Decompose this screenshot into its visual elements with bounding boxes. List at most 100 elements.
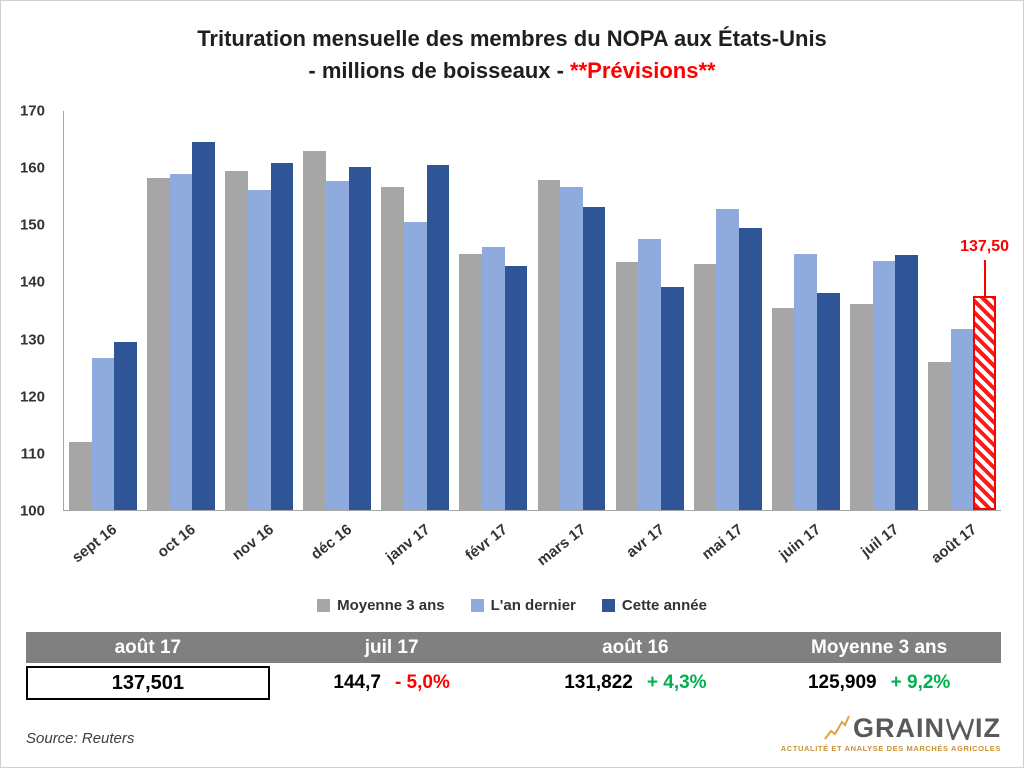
logo-text-iz: IZ (975, 713, 1001, 743)
bar-group (454, 111, 532, 510)
bar-cette-ann-e (426, 164, 450, 510)
bar-l-an-dernier (482, 246, 505, 510)
bar-group (142, 111, 220, 510)
x-axis-label: nov 16 (228, 521, 277, 564)
bar-l-an-dernier (716, 209, 739, 510)
bar-moyenne-3-ans (381, 187, 405, 510)
legend-swatch-icon (317, 599, 331, 612)
bar-l-an-dernier (325, 181, 349, 510)
x-label-cell: sept 16 (63, 513, 141, 593)
y-axis-label: 110 (20, 445, 45, 463)
header-cell-moyenne-3-ans: Moyenne 3 ans (811, 637, 948, 658)
legend-item: Moyenne 3 ans (317, 597, 445, 614)
bar-cette-ann-e (114, 342, 137, 510)
bar-moyenne-3-ans (771, 308, 795, 510)
grainwiz-logo: GRAIN IZ ACTUALITÉ ET ANALYSE DES MARCHÉ… (780, 713, 1001, 754)
x-axis-label: juil 17 (858, 521, 903, 561)
source-note: Source: Reuters (26, 730, 135, 747)
change-moyenne-3-ans: + 9,2% (890, 672, 951, 693)
bar-group (532, 111, 610, 510)
forecast-value-box: 137,501 (26, 666, 270, 700)
bar-cette-ann-e: 137,50 (960, 238, 1009, 510)
y-axis-label: 140 (19, 273, 45, 291)
x-axis-label: sept 16 (69, 521, 121, 567)
plot-area: 137,50 (63, 111, 1009, 511)
summary-table-header: août 17 juil 17 août 16 Moyenne 3 ans (26, 632, 1001, 663)
bar-moyenne-3-ans (303, 151, 326, 510)
x-axis-label: mars 17 (534, 521, 590, 570)
bar-group (845, 111, 923, 510)
legend-item: L'an dernier (470, 597, 576, 614)
x-label-cell: mai 17 (688, 513, 766, 593)
x-axis-label: juin 17 (776, 521, 824, 564)
legend-label: Moyenne 3 ans (337, 597, 445, 614)
x-label-cell: avr 17 (610, 513, 688, 593)
bar-cette-ann-e (192, 141, 216, 510)
value-cell-juil-17: 144,7 - 5,0% (270, 664, 514, 702)
bar-cette-ann-e (738, 228, 762, 510)
x-label-cell: mars 17 (532, 513, 610, 593)
change-aout-16: + 4,3% (646, 672, 707, 693)
chart-title-line2: - millions de boisseaux - **Prévisions** (1, 55, 1023, 87)
bar-moyenne-3-ans (849, 304, 873, 510)
legend-swatch-icon (601, 599, 615, 612)
value-cell-aout-16: 131,822 + 4,3% (514, 664, 758, 702)
value-moyenne-3-ans: 125,909 (807, 672, 877, 693)
x-axis-label: janv 17 (382, 521, 434, 566)
bar-moyenne-3-ans (147, 178, 170, 510)
bar-group (376, 111, 454, 510)
bar-group (767, 111, 845, 510)
x-label-cell: juil 17 (845, 513, 923, 593)
chart-title-line1: Trituration mensuelle des membres du NOP… (197, 26, 827, 51)
bar-group (689, 111, 767, 510)
bar-group: 137,50 (923, 111, 1009, 510)
legend-item: Cette année (601, 597, 707, 614)
bar-group (611, 111, 689, 510)
bar-l-an-dernier (872, 261, 896, 510)
logo-subtitle: ACTUALITÉ ET ANALYSE DES MARCHÉS AGRICOL… (780, 744, 1001, 753)
bar-cette-ann-e (817, 292, 840, 510)
bar-l-an-dernier (404, 222, 427, 510)
value-cell-moyenne-3-ans: 125,909 + 9,2% (757, 664, 1001, 702)
logo-w-icon (946, 718, 974, 740)
x-axis-label: mai 17 (698, 521, 746, 564)
x-label-cell: oct 16 (141, 513, 219, 593)
bar-moyenne-3-ans (693, 263, 717, 510)
bar-moyenne-3-ans (69, 442, 92, 510)
bar-l-an-dernier (638, 238, 661, 510)
bar-l-an-dernier (247, 190, 271, 510)
bar-moyenne-3-ans (927, 362, 951, 510)
bar-moyenne-3-ans (459, 253, 483, 510)
bar-group (298, 111, 376, 510)
x-label-cell: août 17 (923, 513, 1001, 593)
bar-cette-ann-e (270, 163, 294, 510)
y-axis-label: 130 (19, 331, 45, 349)
chart-legend: Moyenne 3 ans L'an dernier Cette année (1, 597, 1023, 614)
x-axis-label: déc 16 (307, 521, 355, 564)
forecast-value-label: 137,50 (960, 238, 1009, 256)
x-axis-label: août 17 (928, 521, 981, 567)
logo-chart-squiggle-icon (824, 715, 850, 740)
bar-l-an-dernier (950, 328, 974, 510)
logo-text-grain: GRAIN (853, 713, 945, 743)
bar-cette-ann-e (895, 255, 918, 510)
chart-subtitle: - millions de boisseaux - (308, 58, 571, 83)
forecast-leader-line (983, 260, 986, 297)
forecast-flag-text: **Prévisions** (570, 58, 716, 83)
bar-cette-ann-e (504, 266, 528, 510)
x-label-cell: janv 17 (376, 513, 454, 593)
y-axis-label: 170 (19, 102, 45, 120)
x-label-cell: févr 17 (454, 513, 532, 593)
legend-swatch-icon (470, 599, 484, 612)
x-label-cell: déc 16 (298, 513, 376, 593)
value-cell-aout-17: 137,501 (26, 664, 270, 702)
bar-moyenne-3-ans (615, 262, 639, 510)
y-axis: 100 110 120 130 140 150 160 170 (1, 103, 57, 520)
x-axis-label: avr 17 (622, 521, 668, 562)
bar-cette-ann-e (348, 166, 372, 510)
bar-l-an-dernier (169, 174, 193, 510)
value-juil-17: 144,7 (333, 672, 381, 693)
bar-group (64, 111, 142, 510)
bar-moyenne-3-ans (537, 179, 561, 510)
